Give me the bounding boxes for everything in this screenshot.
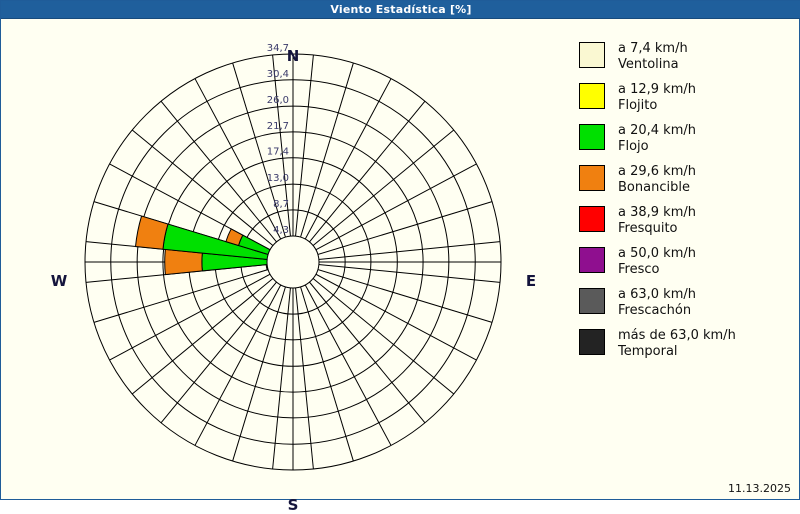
grid-spoke (292, 261, 501, 283)
legend-item[interactable]: a 20,4 km/h Flojo (579, 123, 793, 155)
legend-speed-label: a 29,6 km/h (618, 164, 696, 179)
grid-spoke (292, 261, 354, 462)
window-title-bar: Viento Estadística [%] (1, 1, 800, 19)
compass-label-south: S (287, 496, 299, 514)
grid-spoke (292, 201, 493, 263)
grid-spoke (109, 261, 294, 361)
radial-tick-label: 21,7 (267, 121, 289, 132)
legend-name-label: Bonancible (618, 180, 690, 195)
legend-color-swatch (579, 124, 605, 150)
grid-spoke (272, 54, 294, 263)
legend-item[interactable]: más de 63,0 km/h Temporal (579, 328, 793, 360)
legend-name-label: Fresco (618, 262, 660, 277)
legend-item[interactable]: a 63,0 km/h Frescachón (579, 287, 793, 319)
legend-item[interactable]: a 12,9 km/h Flojito (579, 82, 793, 114)
compass-label-east: E (525, 272, 537, 290)
legend-color-swatch (579, 83, 605, 109)
legend-color-swatch (579, 247, 605, 273)
grid-spoke (194, 78, 294, 263)
legend-name-label: Temporal (618, 344, 678, 359)
legend-label: a 20,4 km/h Flojo (618, 123, 696, 155)
legend-color-swatch (579, 288, 605, 314)
windrose-petal-segment (164, 248, 203, 276)
grid-spoke (292, 261, 455, 395)
windrose-petal-segment (134, 215, 169, 250)
grid-spoke (272, 261, 294, 470)
legend-item[interactable]: a 7,4 km/h Ventolina (579, 41, 793, 73)
legend-speed-label: a 63,0 km/h (618, 287, 696, 302)
legend: a 7,4 km/h Ventolina a 12,9 km/h Flojito a 2… (579, 41, 793, 369)
radial-tick-label: 26,0 (267, 95, 289, 106)
legend-speed-label: más de 63,0 km/h (618, 328, 736, 343)
legend-label: a 38,9 km/h Fresquito (618, 205, 696, 237)
grid-spoke (292, 261, 493, 323)
legend-item[interactable]: a 50,0 km/h Fresco (579, 246, 793, 278)
grid-spoke (93, 261, 294, 323)
legend-label: a 29,6 km/h Bonancible (618, 164, 696, 196)
legend-name-label: Ventolina (618, 57, 679, 72)
windrose-plot-area: 4,3 8,7 13,0 17,4 21,7 26,0 30,4 34,7 N E S W (1, 20, 567, 514)
grid-spoke (160, 100, 294, 263)
window-title: Viento Estadística [%] (330, 3, 472, 16)
grid-spoke (292, 54, 314, 263)
radial-tick-label: 8,7 (273, 199, 289, 210)
legend-speed-label: a 50,0 km/h (618, 246, 696, 261)
grid-spoke (131, 129, 294, 263)
legend-color-swatch (579, 329, 605, 355)
center-hole-circle (266, 235, 320, 289)
radial-tick-label: 17,4 (267, 147, 289, 158)
legend-speed-label: a 12,9 km/h (618, 82, 696, 97)
grid-spoke (292, 261, 392, 446)
legend-color-swatch (579, 165, 605, 191)
grid-spoke (292, 78, 392, 263)
legend-name-label: Frescachón (618, 303, 692, 318)
compass-label-west: W (50, 272, 68, 290)
legend-label: a 63,0 km/h Frescachón (618, 287, 696, 319)
legend-name-label: Flojito (618, 98, 658, 113)
legend-label: a 7,4 km/h Ventolina (618, 41, 688, 73)
grid-spoke (292, 241, 501, 263)
grid-spoke (292, 100, 426, 263)
legend-speed-label: a 20,4 km/h (618, 123, 696, 138)
radial-tick-label: 4,3 (273, 225, 289, 236)
grid-spoke (131, 261, 294, 395)
grid-spoke (292, 163, 477, 263)
legend-speed-label: a 38,9 km/h (618, 205, 696, 220)
windrose-chart: 4,3 8,7 13,0 17,4 21,7 26,0 30,4 34,7 (84, 43, 502, 471)
legend-label: más de 63,0 km/h Temporal (618, 328, 736, 360)
grid-spoke (292, 261, 477, 361)
legend-speed-label: a 7,4 km/h (618, 41, 688, 56)
legend-item[interactable]: a 29,6 km/h Bonancible (579, 164, 793, 196)
legend-name-label: Fresquito (618, 221, 678, 236)
polar-grid (84, 53, 502, 471)
center-hole (266, 235, 320, 289)
radial-tick-label: 34,7 (267, 43, 289, 54)
legend-name-label: Flojo (618, 139, 649, 154)
radial-tick-label: 13,0 (267, 173, 289, 184)
legend-item[interactable]: a 38,9 km/h Fresquito (579, 205, 793, 237)
legend-color-swatch (579, 206, 605, 232)
footer-date: 11.13.2025 (728, 482, 791, 495)
grid-spoke (292, 261, 314, 470)
radial-tick-label: 30,4 (267, 69, 289, 80)
grid-spoke (160, 261, 294, 424)
legend-color-swatch (579, 42, 605, 68)
grid-spoke (232, 62, 294, 263)
grid-spoke (292, 62, 354, 263)
windrose-petal-segment (225, 228, 244, 247)
grid-spoke (194, 261, 294, 446)
legend-label: a 12,9 km/h Flojito (618, 82, 696, 114)
grid-spoke (232, 261, 294, 462)
compass-label-north: N (286, 47, 300, 65)
radial-tick-labels: 4,3 8,7 13,0 17,4 21,7 26,0 30,4 34,7 (267, 43, 289, 236)
grid-spoke (292, 129, 455, 263)
grid-spoke (292, 261, 426, 424)
legend-label: a 50,0 km/h Fresco (618, 246, 696, 278)
